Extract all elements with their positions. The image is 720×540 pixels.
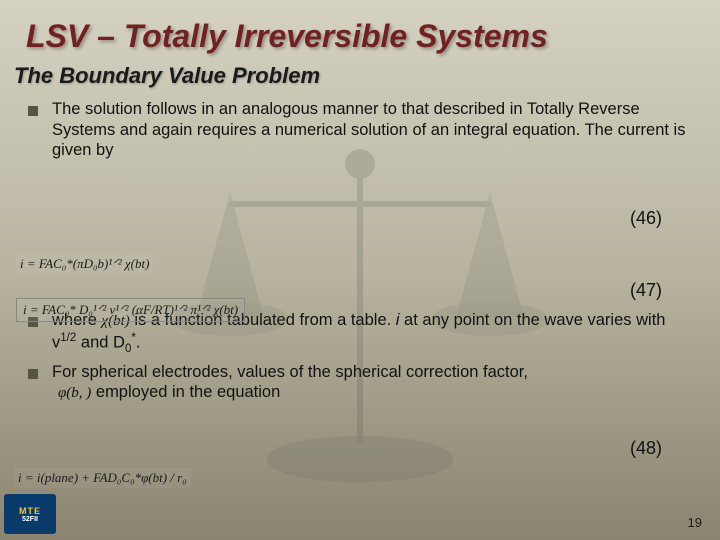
equation-number-48: (48) <box>20 437 690 460</box>
equation-47: i = FAC₀* D₀¹ᐟ² v¹ᐟ² (αF/RT)¹ᐟ² π¹ᐟ² χ(b… <box>16 298 245 322</box>
equation-number-46: (46) <box>20 207 690 230</box>
equation-46: i = FAC₀*(πD₀b)¹ᐟ² χ(bt) <box>16 254 153 274</box>
bullet-marker-icon <box>28 369 38 379</box>
phi-symbol: φ(b, ) <box>58 384 91 403</box>
bullet-1: The solution follows in an analogous man… <box>20 99 690 161</box>
equation-48: i = i(plane) + FAD₀C₀*φ(bt) / r₀ <box>14 468 191 488</box>
logo-text-bottom: 52FII <box>22 516 38 523</box>
footer-logo: MTE 52FII <box>4 494 56 534</box>
logo-text-top: MTE <box>19 506 41 516</box>
slide-subtitle: The Boundary Value Problem <box>0 63 720 99</box>
bullet-3: For spherical electrodes, values of the … <box>20 362 690 403</box>
slide-title: LSV – Totally Irreversible Systems <box>0 0 720 63</box>
bullet-marker-icon <box>28 106 38 116</box>
bullet-3-text: For spherical electrodes, values of the … <box>52 362 690 403</box>
page-number: 19 <box>688 515 702 530</box>
bullet-1-text: The solution follows in an analogous man… <box>52 99 690 161</box>
